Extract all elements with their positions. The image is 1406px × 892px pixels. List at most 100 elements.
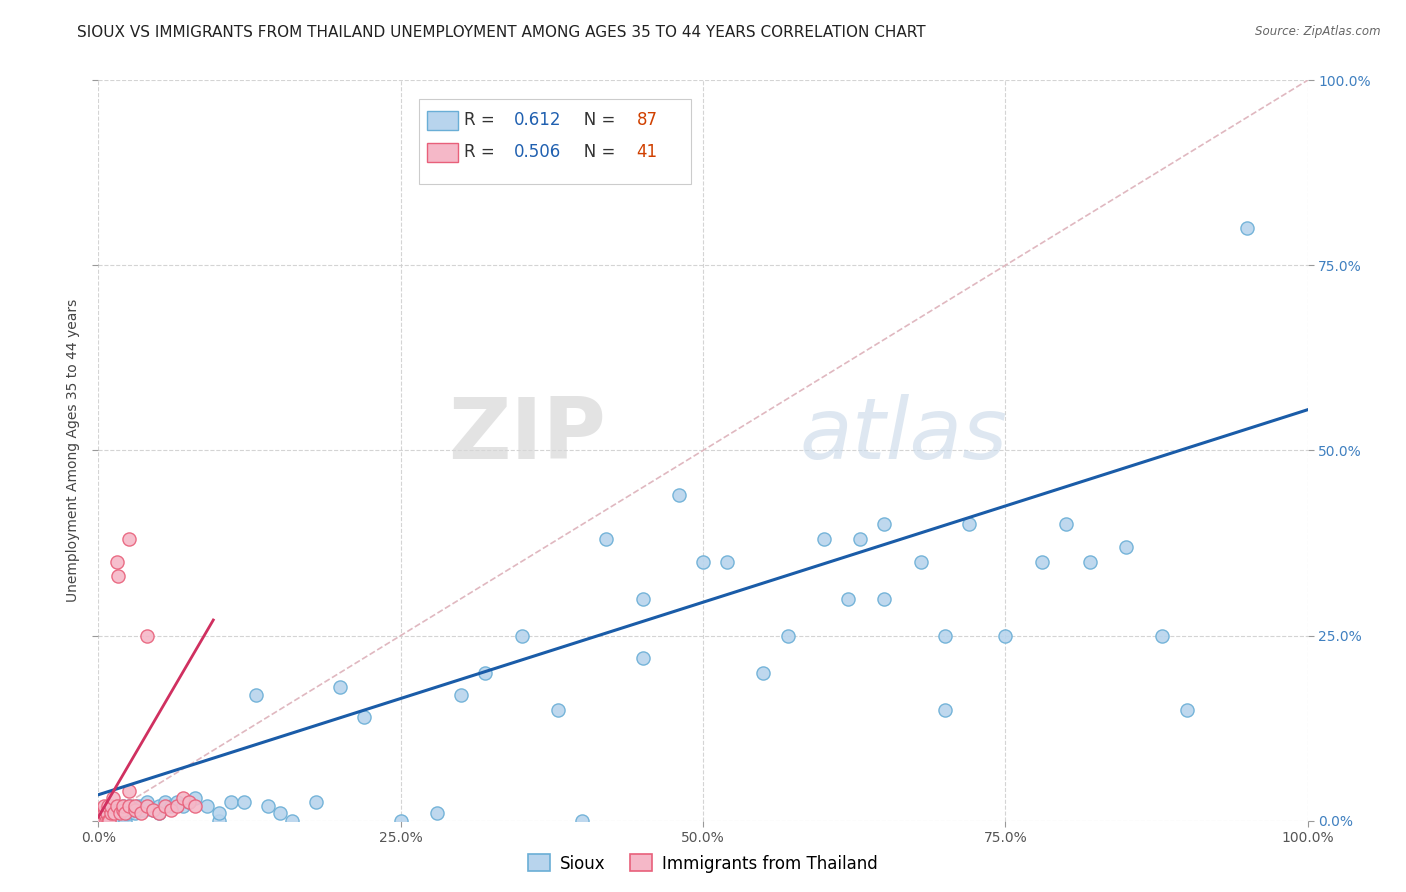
Point (1078, 555, 1101, 569)
Point (450, 688, 472, 702)
Point (1031, 555, 1053, 569)
FancyBboxPatch shape (419, 99, 690, 184)
Point (172, 798, 194, 813)
Point (1115, 540, 1137, 554)
Point (134, 803, 156, 817)
Point (1175, 703, 1198, 717)
Point (118, 806, 141, 821)
Text: 87: 87 (637, 111, 658, 128)
Point (129, 806, 152, 821)
Point (96, 806, 118, 821)
Point (97, 798, 120, 813)
Text: N =: N = (568, 111, 620, 128)
FancyBboxPatch shape (427, 144, 457, 161)
Point (160, 798, 183, 813)
Point (1054, 517, 1077, 532)
Point (148, 806, 170, 821)
Point (124, 803, 146, 817)
Point (100, 798, 122, 813)
Point (716, 555, 738, 569)
Text: N =: N = (568, 143, 620, 161)
Text: SIOUX VS IMMIGRANTS FROM THAILAND UNEMPLOYMENT AMONG AGES 35 TO 44 YEARS CORRELA: SIOUX VS IMMIGRANTS FROM THAILAND UNEMPL… (77, 25, 927, 40)
Point (153, 798, 176, 813)
Point (93, 814, 115, 828)
Point (142, 803, 165, 817)
Point (101, 791, 124, 805)
Point (100, 806, 122, 821)
Point (957, 517, 980, 532)
Point (91, 814, 114, 828)
Point (474, 665, 496, 680)
Point (1236, 221, 1258, 235)
Point (994, 628, 1017, 642)
Point (89, 814, 111, 828)
Point (873, 591, 896, 606)
Point (118, 533, 141, 547)
Point (91, 814, 114, 828)
Point (94, 814, 117, 828)
Point (1152, 628, 1174, 642)
Point (813, 533, 835, 547)
Point (96, 814, 118, 828)
Point (111, 803, 134, 817)
Point (103, 806, 125, 821)
Point (118, 784, 141, 798)
Point (94, 814, 117, 828)
Point (934, 703, 956, 717)
Point (142, 803, 165, 817)
Point (135, 628, 157, 642)
Point (124, 803, 146, 817)
Point (547, 703, 569, 717)
Point (105, 798, 128, 813)
Point (269, 806, 291, 821)
Point (148, 806, 170, 821)
Point (91, 814, 114, 828)
Point (776, 628, 799, 642)
Point (631, 591, 654, 606)
Point (90, 806, 112, 821)
Point (105, 555, 128, 569)
Point (281, 814, 304, 828)
Point (97, 814, 120, 828)
Point (668, 488, 690, 502)
Text: R =: R = (464, 143, 499, 161)
Point (103, 814, 125, 828)
Point (752, 665, 775, 680)
Point (98, 814, 121, 828)
Point (910, 555, 932, 569)
Point (934, 628, 956, 642)
Point (107, 814, 129, 828)
Y-axis label: Unemployment Among Ages 35 to 44 years: Unemployment Among Ages 35 to 44 years (66, 299, 80, 602)
Point (90, 814, 112, 828)
Text: 0.506: 0.506 (515, 143, 561, 161)
Point (692, 555, 714, 569)
Point (208, 806, 231, 821)
Point (105, 798, 128, 813)
Point (232, 795, 254, 809)
Point (184, 798, 207, 813)
Point (91, 806, 114, 821)
Point (426, 806, 449, 821)
Point (114, 806, 136, 821)
Point (135, 795, 157, 809)
Point (631, 650, 654, 665)
Point (93, 806, 115, 821)
Point (111, 803, 134, 817)
Point (114, 814, 136, 828)
Point (124, 798, 146, 813)
Point (837, 591, 859, 606)
Point (91, 806, 114, 821)
Point (127, 798, 149, 813)
Text: atlas: atlas (800, 394, 1008, 477)
Point (305, 795, 328, 809)
Point (179, 795, 201, 809)
Point (90, 814, 112, 828)
Point (353, 710, 375, 724)
Point (124, 806, 146, 821)
Point (93, 798, 115, 813)
Point (389, 814, 412, 828)
Point (135, 798, 157, 813)
Text: ZIP: ZIP (449, 394, 606, 477)
Point (110, 814, 132, 828)
Point (111, 798, 134, 813)
